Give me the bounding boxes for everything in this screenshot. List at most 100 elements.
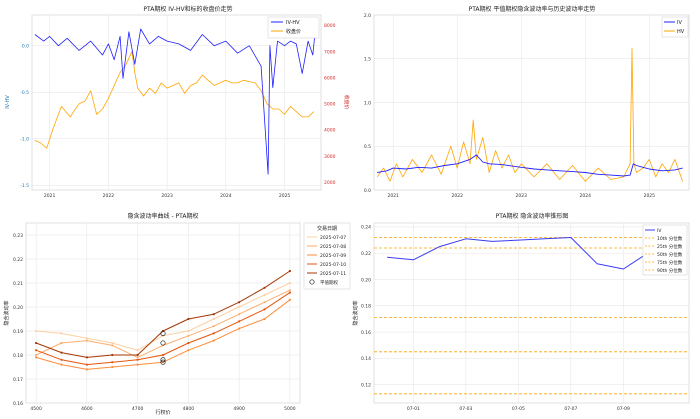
c3-series-point [136, 356, 139, 359]
c3-series-point [136, 349, 139, 352]
chart4-ylabel: 隐含波动率 [352, 300, 359, 325]
chart3-series [35, 269, 291, 371]
c3-series-point [187, 317, 190, 321]
chart2-title: PTA期权 平值期权隐含波动率与历史波动率走势 [469, 5, 596, 13]
c3-series-point [111, 344, 114, 347]
chart1-legend: IV-HV 收盘价 [267, 16, 320, 39]
c3-ytick-label: 0.19 [13, 329, 23, 335]
c2-ytick-label: 1.5 [364, 57, 371, 63]
c3-atm-marker [160, 330, 166, 336]
c1-y2tick-label: 3000 [324, 154, 336, 160]
c3-series-point [60, 341, 63, 345]
c3-series-point [136, 363, 139, 366]
chart2-grid [374, 14, 689, 191]
c1-series-close [34, 51, 315, 149]
c1-xtick-label: 2024 [220, 193, 232, 199]
chart3-xlabel: 行权价 [155, 409, 170, 416]
c3-series-point [238, 320, 241, 323]
chart1-plot-area [31, 14, 322, 191]
c3-ytick-label: 0.23 [13, 233, 23, 239]
c3-series-point [263, 301, 266, 304]
chart1-series [34, 28, 316, 175]
c2-xtick-label: 2024 [580, 193, 592, 199]
c3-xtick-label: 4900 [233, 406, 245, 412]
chart4-plot-area [373, 222, 690, 404]
chart-iv-hv-vol: PTA期权 平值期权隐含波动率与历史波动率走势 0.0 0.5 1.0 1.5 2.0 2… [364, 5, 690, 199]
c3-series-point [212, 325, 215, 328]
c4-ytick-label: 0.22 [361, 251, 371, 257]
c1-y2tick-label: 8000 [324, 23, 336, 29]
c2-ytick-label: 0.0 [364, 188, 371, 194]
c3-series-point [85, 368, 88, 371]
c4-xtick-label: 07-05 [512, 406, 525, 412]
c2-xtick-label: 2021 [387, 193, 399, 199]
c2-xtick-label: 2022 [452, 193, 464, 199]
chart3-legend-title: 交易日期 [317, 225, 337, 232]
chart2-legend-hv: HV [677, 29, 685, 35]
c3-series-point [238, 313, 241, 316]
c3-series-point [263, 286, 266, 289]
chart4-legend-q50: 50th 分位数 [657, 251, 683, 258]
c3-atm-marker [160, 359, 166, 365]
c3-ytick-label: 0.21 [13, 281, 23, 287]
c3-series-point [212, 332, 215, 335]
c1-series-ivhv [34, 28, 316, 175]
c3-series-point [60, 358, 63, 361]
c4-ytick-label: 0.12 [361, 382, 371, 388]
c3-series-point [212, 317, 215, 321]
c3-xtick-label: 4700 [132, 406, 144, 412]
c3-series-point [85, 337, 88, 340]
chart4-legend-q90: 90th 分位数 [657, 267, 683, 274]
chart3-legend-0709: 2025-07-09 [320, 253, 346, 259]
c1-ytick-label: -0.5 [20, 90, 29, 96]
chart3-ylabel: 隐含波动率 [3, 300, 10, 325]
c1-y2tick-label: 2000 [324, 180, 336, 186]
c4-ytick-label: 0.20 [361, 277, 371, 283]
chart4-legend-q75: 75th 分位数 [657, 259, 683, 266]
c3-series-point [111, 365, 114, 369]
c3-ytick-label: 0.20 [13, 305, 23, 311]
c1-y2tick-label: 5000 [324, 102, 336, 108]
c3-series-point [85, 363, 88, 366]
c3-series-point [187, 349, 190, 352]
c1-xtick-label: 2025 [279, 193, 291, 199]
c3-series-point [111, 361, 114, 364]
chart3-legend-0710: 2025-07-10 [320, 262, 346, 268]
chart1-grid [32, 15, 321, 190]
c3-series-point [60, 351, 63, 354]
c1-ytick-label: -1.5 [20, 183, 29, 189]
c3-series-point [35, 329, 38, 333]
chart1-title: PTA期权 IV-HV和标的收盘价走势 [143, 5, 232, 13]
chart1-ylabel: IV-HV [5, 95, 11, 109]
chart3-legend: 交易日期 2025-07-07 2025-07-08 2025-07-09 20… [303, 222, 351, 290]
c3-series-point [85, 339, 88, 342]
c3-series-point [288, 281, 291, 285]
c2-xtick-label: 2023 [516, 193, 528, 199]
chart3-legend-atm-marker [309, 279, 315, 285]
chart4-series [374, 237, 689, 395]
c2-xtick-label: 2025 [644, 193, 656, 199]
chart3-legend-0711: 2025-07-11 [320, 271, 346, 277]
c3-series-point [60, 363, 63, 366]
c1-y2tick-label: 4000 [324, 128, 336, 134]
c4-ytick-label: 0.24 [361, 225, 371, 231]
c3-series-point [238, 305, 241, 309]
c4-xtick-label: 07-03 [459, 406, 472, 412]
c3-series-point [288, 269, 291, 273]
c3-series-point [238, 301, 241, 304]
chart2-legend-iv: IV [677, 20, 682, 26]
c3-series-point [263, 317, 266, 321]
chart2-ticks: 0.0 0.5 1.0 1.5 2.0 2021 2022 2023 2024 2025 [364, 13, 655, 199]
c3-series-point [288, 289, 291, 292]
c3-ytick-label: 0.16 [13, 401, 23, 407]
c4-xtick-label: 07-07 [564, 406, 577, 412]
c3-series-point [288, 291, 291, 294]
chart3-title: 隐含波动率曲线 - PTA期权 [128, 212, 199, 220]
chart3-plot-area [25, 222, 301, 404]
chart4-grid [374, 223, 689, 403]
c3-series-point [136, 353, 139, 357]
chart3-legend-box [303, 222, 351, 290]
chart4-legend-q10: 10th 分位数 [657, 235, 683, 242]
c3-series-point [111, 353, 114, 357]
